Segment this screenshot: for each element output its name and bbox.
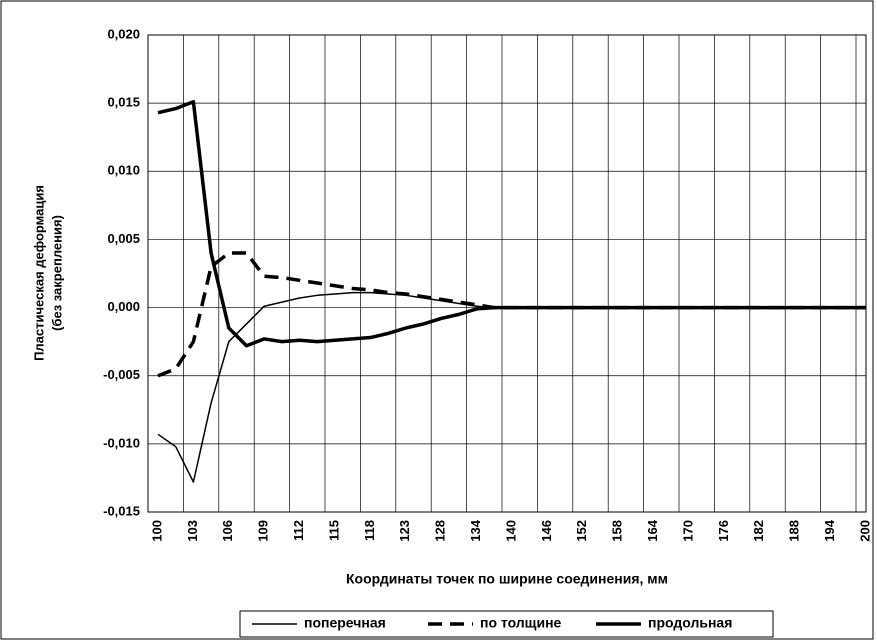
y-tick-label: 0,005	[107, 231, 140, 246]
x-tick-label: 140	[503, 520, 518, 542]
y-axis-label: Пластическая деформация	[31, 185, 46, 361]
x-tick-label: 103	[185, 520, 200, 542]
x-tick-label: 170	[680, 520, 695, 542]
x-tick-label: 188	[787, 520, 802, 542]
y-tick-label: 0,000	[107, 299, 140, 314]
y-tick-label: -0,005	[103, 367, 140, 382]
x-tick-label: 118	[362, 520, 377, 541]
y-tick-label: -0,010	[103, 435, 140, 450]
x-tick-label: 164	[645, 519, 660, 541]
x-tick-label: 176	[716, 520, 731, 542]
x-tick-label: 106	[220, 520, 235, 542]
x-tick-label: 115	[326, 520, 341, 541]
x-axis-label: Координаты точек по ширине соединения, м…	[346, 571, 668, 587]
y-tick-label: -0,015	[103, 503, 140, 518]
x-tick-label: 112	[291, 520, 306, 541]
legend-label: по толщине	[480, 615, 562, 631]
y-axis-label: (без закрепления)	[49, 215, 64, 331]
x-tick-label: 123	[397, 520, 412, 542]
x-tick-label: 158	[610, 520, 625, 542]
y-tick-label: 0,020	[107, 26, 140, 41]
series-line	[157, 100, 866, 348]
y-tick-label: 0,015	[107, 95, 140, 110]
x-tick-label: 200	[857, 520, 872, 542]
x-tick-label: 152	[574, 520, 589, 542]
y-tick-label: 0,010	[107, 163, 140, 178]
x-tick-label: 100	[149, 520, 164, 542]
legend	[239, 610, 774, 638]
legend-label: поперечная	[304, 615, 386, 631]
plot-area	[147, 34, 867, 513]
x-tick-label: 128	[433, 520, 448, 542]
legend-label: продольная	[648, 615, 732, 631]
x-tick-label: 134	[468, 519, 483, 541]
x-tick-label: 182	[751, 520, 766, 542]
x-tick-label: 194	[822, 519, 837, 541]
x-tick-label: 109	[256, 520, 271, 542]
x-tick-label: 146	[539, 520, 554, 542]
